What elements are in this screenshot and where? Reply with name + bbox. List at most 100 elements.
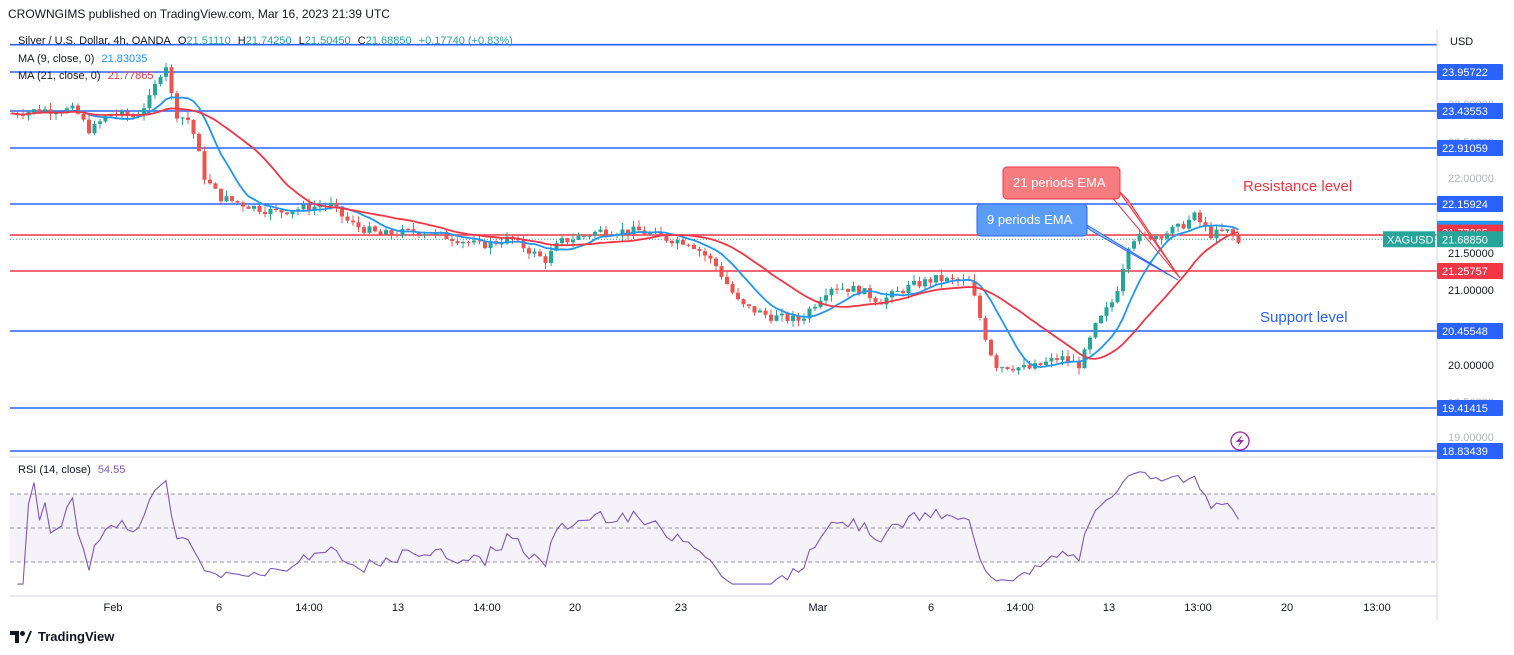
candle-body <box>851 285 856 292</box>
candle-body <box>125 111 130 117</box>
candle-body <box>373 226 377 232</box>
low-number: 21.50450 <box>304 35 351 47</box>
candle-body <box>873 298 878 303</box>
candle-body <box>1016 367 1021 371</box>
candle-body <box>257 205 262 212</box>
candle-body <box>972 280 977 296</box>
candle-body <box>1220 229 1224 231</box>
red-level-tag-bg <box>1437 263 1503 279</box>
level-price-tag: 23.43553 <box>1442 106 1488 118</box>
candle-body <box>400 228 405 236</box>
candle-body <box>565 238 570 243</box>
low-value: L21.50450 <box>299 35 351 47</box>
candle-body <box>576 236 581 240</box>
candle-body <box>769 314 773 321</box>
candle-body <box>884 297 889 305</box>
price-tick-label: 21.00000 <box>1448 285 1494 297</box>
candle-body <box>70 105 75 109</box>
time-tick-label: 13 <box>392 602 404 614</box>
candle-body <box>829 288 834 296</box>
candle-body <box>180 117 185 119</box>
candle-body <box>532 251 537 254</box>
support-label: Support level <box>1260 309 1348 326</box>
candle-body <box>395 234 399 236</box>
candle-body <box>428 234 432 236</box>
candle-body <box>43 109 47 113</box>
candle-body <box>505 236 509 244</box>
candle-body <box>202 151 207 180</box>
ma9-label: MA (9, close, 0) <box>18 53 95 65</box>
candle-body <box>290 211 295 215</box>
candle-body <box>697 248 702 252</box>
candle-body <box>1170 226 1175 234</box>
rsi-legend: RSI (14, close) 54.55 <box>18 464 129 476</box>
candle-body <box>1203 222 1208 227</box>
candle-body <box>191 119 196 134</box>
candle-body <box>840 288 845 290</box>
close-value: C21.68850 <box>358 35 412 47</box>
candle-body <box>906 284 911 294</box>
symbol-tag: XAGUSD <box>1387 234 1434 246</box>
candle-body <box>978 295 982 318</box>
level-price-tag: 19.41415 <box>1442 403 1488 415</box>
candle-body <box>945 277 949 282</box>
candle-body <box>422 234 427 236</box>
candle-body <box>785 313 790 322</box>
candle-body <box>571 239 575 243</box>
candle-body <box>719 266 724 277</box>
candle-body <box>1104 307 1109 316</box>
candle-body <box>895 291 900 293</box>
time-tick-label: Feb <box>104 602 123 614</box>
ema21-pointer <box>1109 194 1181 279</box>
time-tick-label: 20 <box>1281 602 1293 614</box>
candle-body <box>802 318 806 321</box>
candle-body <box>466 242 471 244</box>
ma21-value: 21.77865 <box>107 70 154 82</box>
candle-body <box>1115 291 1120 303</box>
currency-label: USD <box>1450 36 1473 48</box>
candle-body <box>87 119 91 134</box>
time-tick-label: 14:00 <box>473 602 501 614</box>
candle-body <box>1011 369 1015 371</box>
lightning-bolt-icon <box>1236 435 1244 447</box>
candle-body <box>1093 323 1098 338</box>
candle-body <box>714 258 718 267</box>
candle-body <box>1231 229 1235 235</box>
candle-body <box>1143 233 1147 235</box>
candle-body <box>807 308 812 319</box>
time-tick-label: 23 <box>675 602 687 614</box>
level-price-tag-bg <box>1437 140 1503 156</box>
high-label: H <box>237 35 246 47</box>
candle-body <box>620 229 625 235</box>
candle-body <box>1099 315 1103 324</box>
candle-body <box>1022 365 1026 368</box>
candle-body <box>659 231 663 236</box>
candle-body <box>65 108 69 113</box>
price-axis: USD20.0000021.0000021.5000023.0000022.50… <box>10 0 1514 620</box>
candle-body <box>1082 349 1087 369</box>
candle-body <box>76 105 80 114</box>
candle-body <box>950 277 955 279</box>
candle-body <box>835 288 839 290</box>
candle-body <box>912 280 916 285</box>
candle-body <box>774 315 779 321</box>
candle-body <box>312 206 317 211</box>
candle-body <box>521 239 526 249</box>
candle-body <box>923 279 927 287</box>
candle-body <box>241 202 245 207</box>
time-tick-label: 13:00 <box>1363 602 1391 614</box>
candle-body <box>147 95 152 109</box>
price-axis-bg <box>1437 0 1514 620</box>
ema9-callout-bg <box>976 203 1088 237</box>
ema21-pointer-arrow <box>1117 189 1181 279</box>
candle-body <box>461 242 465 244</box>
close-label: C <box>357 35 366 47</box>
candle-body <box>1165 233 1169 239</box>
ema21-callout-bg <box>1002 166 1121 200</box>
candle-body <box>791 315 795 321</box>
candle-body <box>582 235 586 237</box>
candle-body <box>340 206 344 217</box>
candle-body <box>169 67 174 94</box>
tradingview-logo[interactable]: TradingView <box>10 629 114 644</box>
